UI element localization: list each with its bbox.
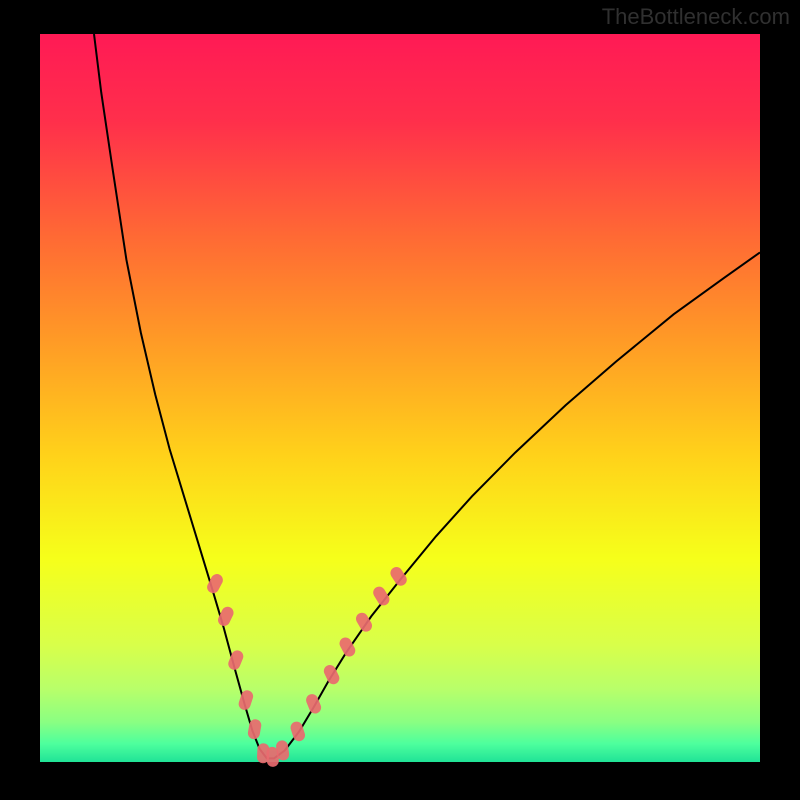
watermark-text: TheBottleneck.com xyxy=(602,4,790,30)
bottleneck-figure: TheBottleneck.com xyxy=(0,0,800,800)
chart-svg xyxy=(0,0,800,800)
plot-background xyxy=(40,34,760,762)
